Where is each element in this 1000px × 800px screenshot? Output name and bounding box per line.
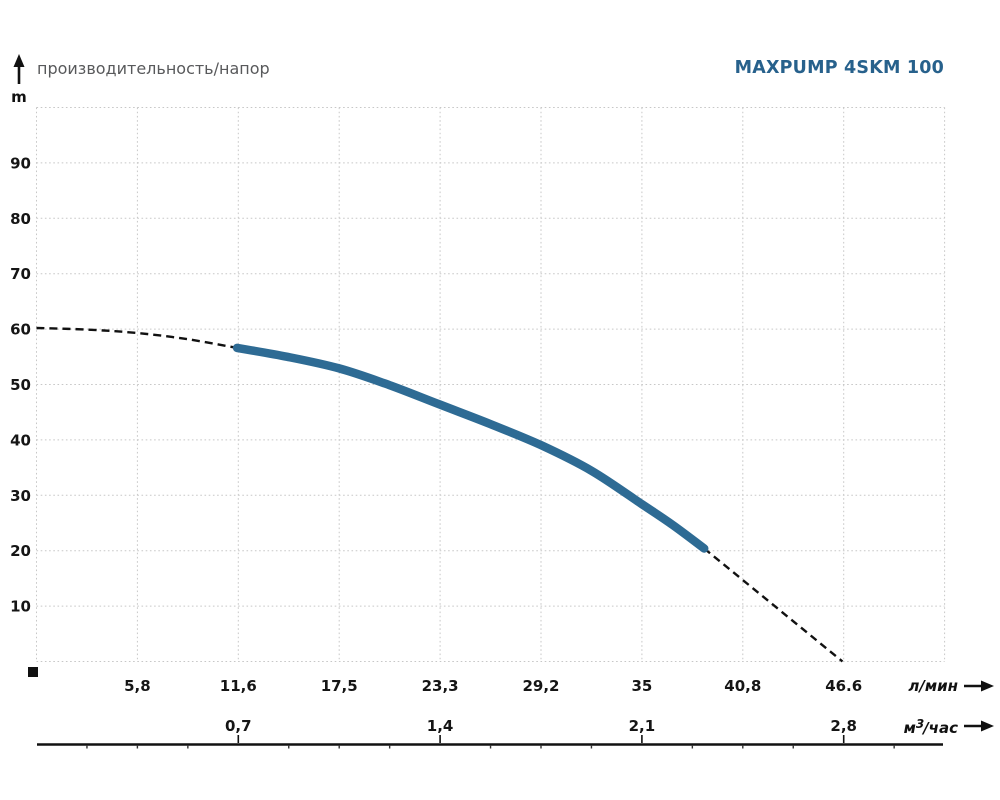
x-tick-label-m3h: 2,1	[629, 717, 656, 735]
x-tick-label-m3h: 0,7	[225, 717, 252, 735]
y-tick-label: 20	[10, 542, 31, 560]
y-tick-label: 80	[10, 210, 31, 228]
y-tick-label: 40	[10, 431, 31, 449]
x-axis-unit-m3h-sup: 3	[915, 717, 925, 731]
x-tick-label-lmin: 17,5	[321, 677, 358, 695]
y-tick-label: 70	[10, 265, 31, 283]
y-tick-label: 30	[10, 487, 31, 505]
x-tick-label-lmin: 40,8	[724, 677, 761, 695]
x-axis-unit-lmin: л/мин	[880, 677, 958, 695]
x-axis-unit-lmin-label: л/мин	[908, 677, 958, 695]
x-axis-unit-m3h-suffix: /час	[923, 719, 958, 737]
x-axis-arrow-m3h-icon	[964, 720, 994, 732]
curve-dashed-head	[36, 326, 238, 350]
y-tick-label: 10	[10, 598, 31, 616]
y-tick-label: 60	[10, 321, 31, 339]
y-tick-label: 90	[10, 154, 31, 172]
y-tick-label: 50	[10, 376, 31, 394]
x-axis-arrow-lmin-icon	[964, 680, 994, 692]
x-tick-label-lmin: 5,8	[124, 677, 151, 695]
curve-dashed-tail	[703, 547, 844, 663]
model-title: MAXPUMP 4SKM 100	[734, 58, 944, 78]
x-tick-label-lmin: 11,6	[220, 677, 257, 695]
x-tick-label-lmin: 29,2	[522, 677, 559, 695]
x-tick-label-lmin: 23,3	[422, 677, 459, 695]
x-axis-unit-m3h: м3/час	[880, 716, 958, 737]
chart-title: производительность/напор	[37, 59, 270, 78]
y-axis-unit-label: m	[11, 88, 27, 106]
x-tick-label-lmin: 46.6	[825, 677, 862, 695]
y-axis-arrow-icon	[13, 54, 25, 84]
y-axis-head: m	[9, 54, 29, 106]
x-axis-unit-m3h-prefix: м	[903, 719, 916, 737]
x-tick-label-m3h: 2,8	[830, 717, 857, 735]
curve-solid	[232, 343, 709, 553]
x-tick-label-m3h: 1,4	[427, 717, 454, 735]
origin-marker	[28, 667, 38, 677]
x-tick-label-lmin: 35	[631, 677, 652, 695]
